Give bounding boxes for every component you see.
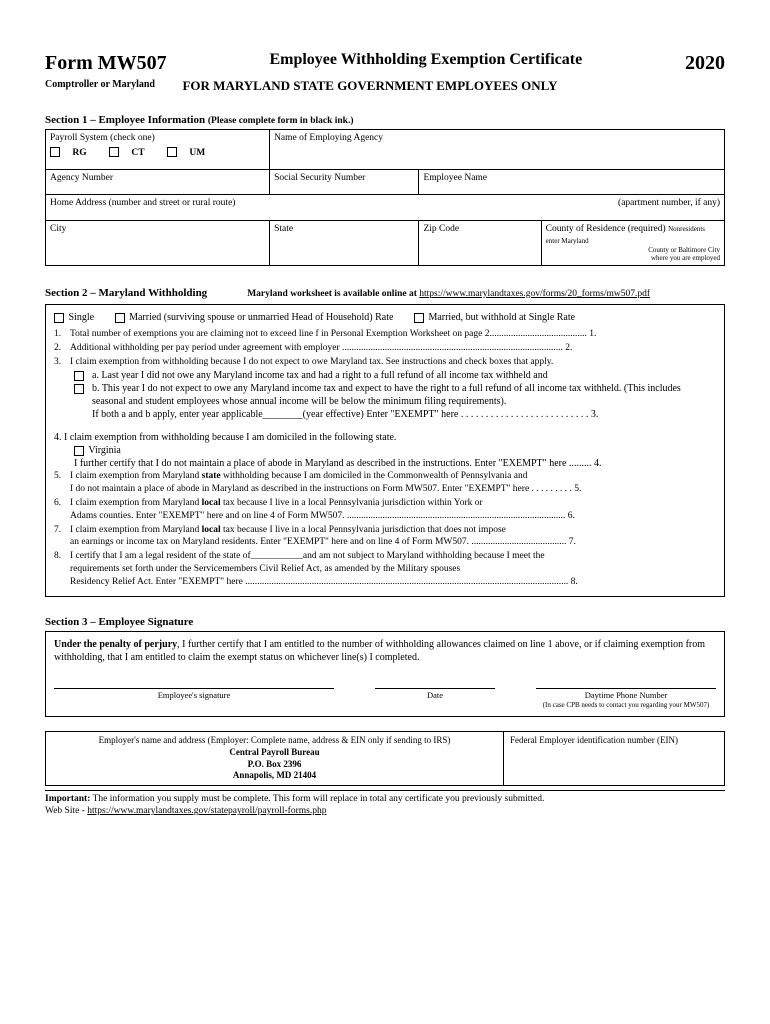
ssn-label: Social Security Number bbox=[274, 172, 414, 184]
line-4-virginia: Virginia bbox=[88, 445, 121, 456]
city-label: City bbox=[50, 223, 265, 235]
section2-header: Section 2 – Maryland Withholding Marylan… bbox=[45, 286, 725, 302]
important-note: Important: The information you supply mu… bbox=[45, 790, 725, 805]
date-label: Date bbox=[375, 688, 495, 710]
payroll-label: Payroll System (check one) bbox=[50, 132, 265, 144]
header-row: Form MW507 Employee Withholding Exemptio… bbox=[45, 50, 725, 76]
website-line: Web Site - https://www.marylandtaxes.gov… bbox=[45, 805, 725, 817]
checkbox-married-single[interactable] bbox=[414, 313, 424, 323]
form-year: 2020 bbox=[685, 50, 725, 76]
line-3a: a. Last year I did not owe any Maryland … bbox=[92, 369, 548, 382]
checkbox-married-hh[interactable] bbox=[115, 313, 125, 323]
line-2: Additional withholding per pay period un… bbox=[70, 342, 716, 355]
perjury-statement: Under the penalty of perjury, I further … bbox=[54, 638, 716, 664]
line-4-cert: I further certify that I do not maintain… bbox=[54, 457, 716, 470]
section1-title: Section 1 – Employee Information (Please… bbox=[45, 113, 725, 127]
checkbox-rg[interactable] bbox=[50, 147, 60, 157]
checkbox-um[interactable] bbox=[167, 147, 177, 157]
line-3c: If both a and b apply, enter year applic… bbox=[92, 408, 598, 421]
employee-name-label: Employee Name bbox=[423, 172, 720, 184]
line-6: I claim exemption from Maryland local ta… bbox=[70, 497, 716, 523]
checkbox-single[interactable] bbox=[54, 313, 64, 323]
checkbox-3a[interactable] bbox=[74, 371, 84, 381]
county-label: County of Residence (required) bbox=[546, 224, 666, 234]
employer-box: Employer's name and address (Employer: C… bbox=[45, 731, 725, 786]
section2-box: Single Married (surviving spouse or unma… bbox=[45, 304, 725, 597]
worksheet-link[interactable]: https://www.marylandtaxes.gov/forms/20_f… bbox=[419, 289, 650, 299]
employer-ein-label: Federal Employer identification number (… bbox=[504, 732, 724, 785]
agency-number-label: Agency Number bbox=[50, 172, 265, 184]
checkbox-3b[interactable] bbox=[74, 384, 84, 394]
home-address-label: Home Address (number and street or rural… bbox=[50, 198, 235, 208]
line-3: I claim exemption from withholding becau… bbox=[70, 356, 716, 369]
signature-row: Employee's signature Date Daytime Phone … bbox=[54, 688, 716, 710]
sub-header-row: Comptroller or Maryland FOR MARYLAND STA… bbox=[45, 78, 725, 95]
section2-title: Section 2 – Maryland Withholding bbox=[45, 286, 207, 300]
agency-name-label: Name of Employing Agency bbox=[274, 132, 720, 144]
apartment-label: (apartment number, if any) bbox=[618, 197, 720, 209]
section3-box: Under the penalty of perjury, I further … bbox=[45, 631, 725, 717]
line-4: 4. I claim exemption from withholding be… bbox=[54, 431, 716, 444]
checkbox-ct[interactable] bbox=[109, 147, 119, 157]
line-3b: b. This year I do not expect to owe any … bbox=[92, 382, 716, 408]
section1-table: Payroll System (check one) RG CT UM Name… bbox=[45, 129, 725, 265]
line-5: I claim exemption from Maryland state wi… bbox=[70, 470, 716, 496]
form-id: Form MW507 bbox=[45, 50, 167, 76]
filing-status-row: Single Married (surviving spouse or unma… bbox=[54, 311, 716, 324]
employer-left: Employer's name and address (Employer: C… bbox=[46, 732, 504, 785]
zip-label: Zip Code bbox=[423, 223, 536, 235]
line-8: I certify that I am a legal resident of … bbox=[70, 550, 716, 588]
form-title: Employee Withholding Exemption Certifica… bbox=[269, 50, 582, 71]
subtitle: FOR MARYLAND STATE GOVERNMENT EMPLOYEES … bbox=[55, 78, 685, 95]
section3-title: Section 3 – Employee Signature bbox=[45, 615, 725, 629]
signature-label: Employee's signature bbox=[54, 688, 334, 710]
website-link[interactable]: https://www.marylandtaxes.gov/statepayro… bbox=[87, 806, 326, 816]
phone-label: Daytime Phone Number (In case CPB needs … bbox=[536, 688, 716, 710]
line-1: Total number of exemptions you are claim… bbox=[70, 328, 716, 341]
checkbox-virginia[interactable] bbox=[74, 446, 84, 456]
worksheet-note: Maryland worksheet is available online a… bbox=[247, 288, 650, 300]
state-label: State bbox=[274, 223, 414, 235]
line-7: I claim exemption from Maryland local ta… bbox=[70, 524, 716, 550]
